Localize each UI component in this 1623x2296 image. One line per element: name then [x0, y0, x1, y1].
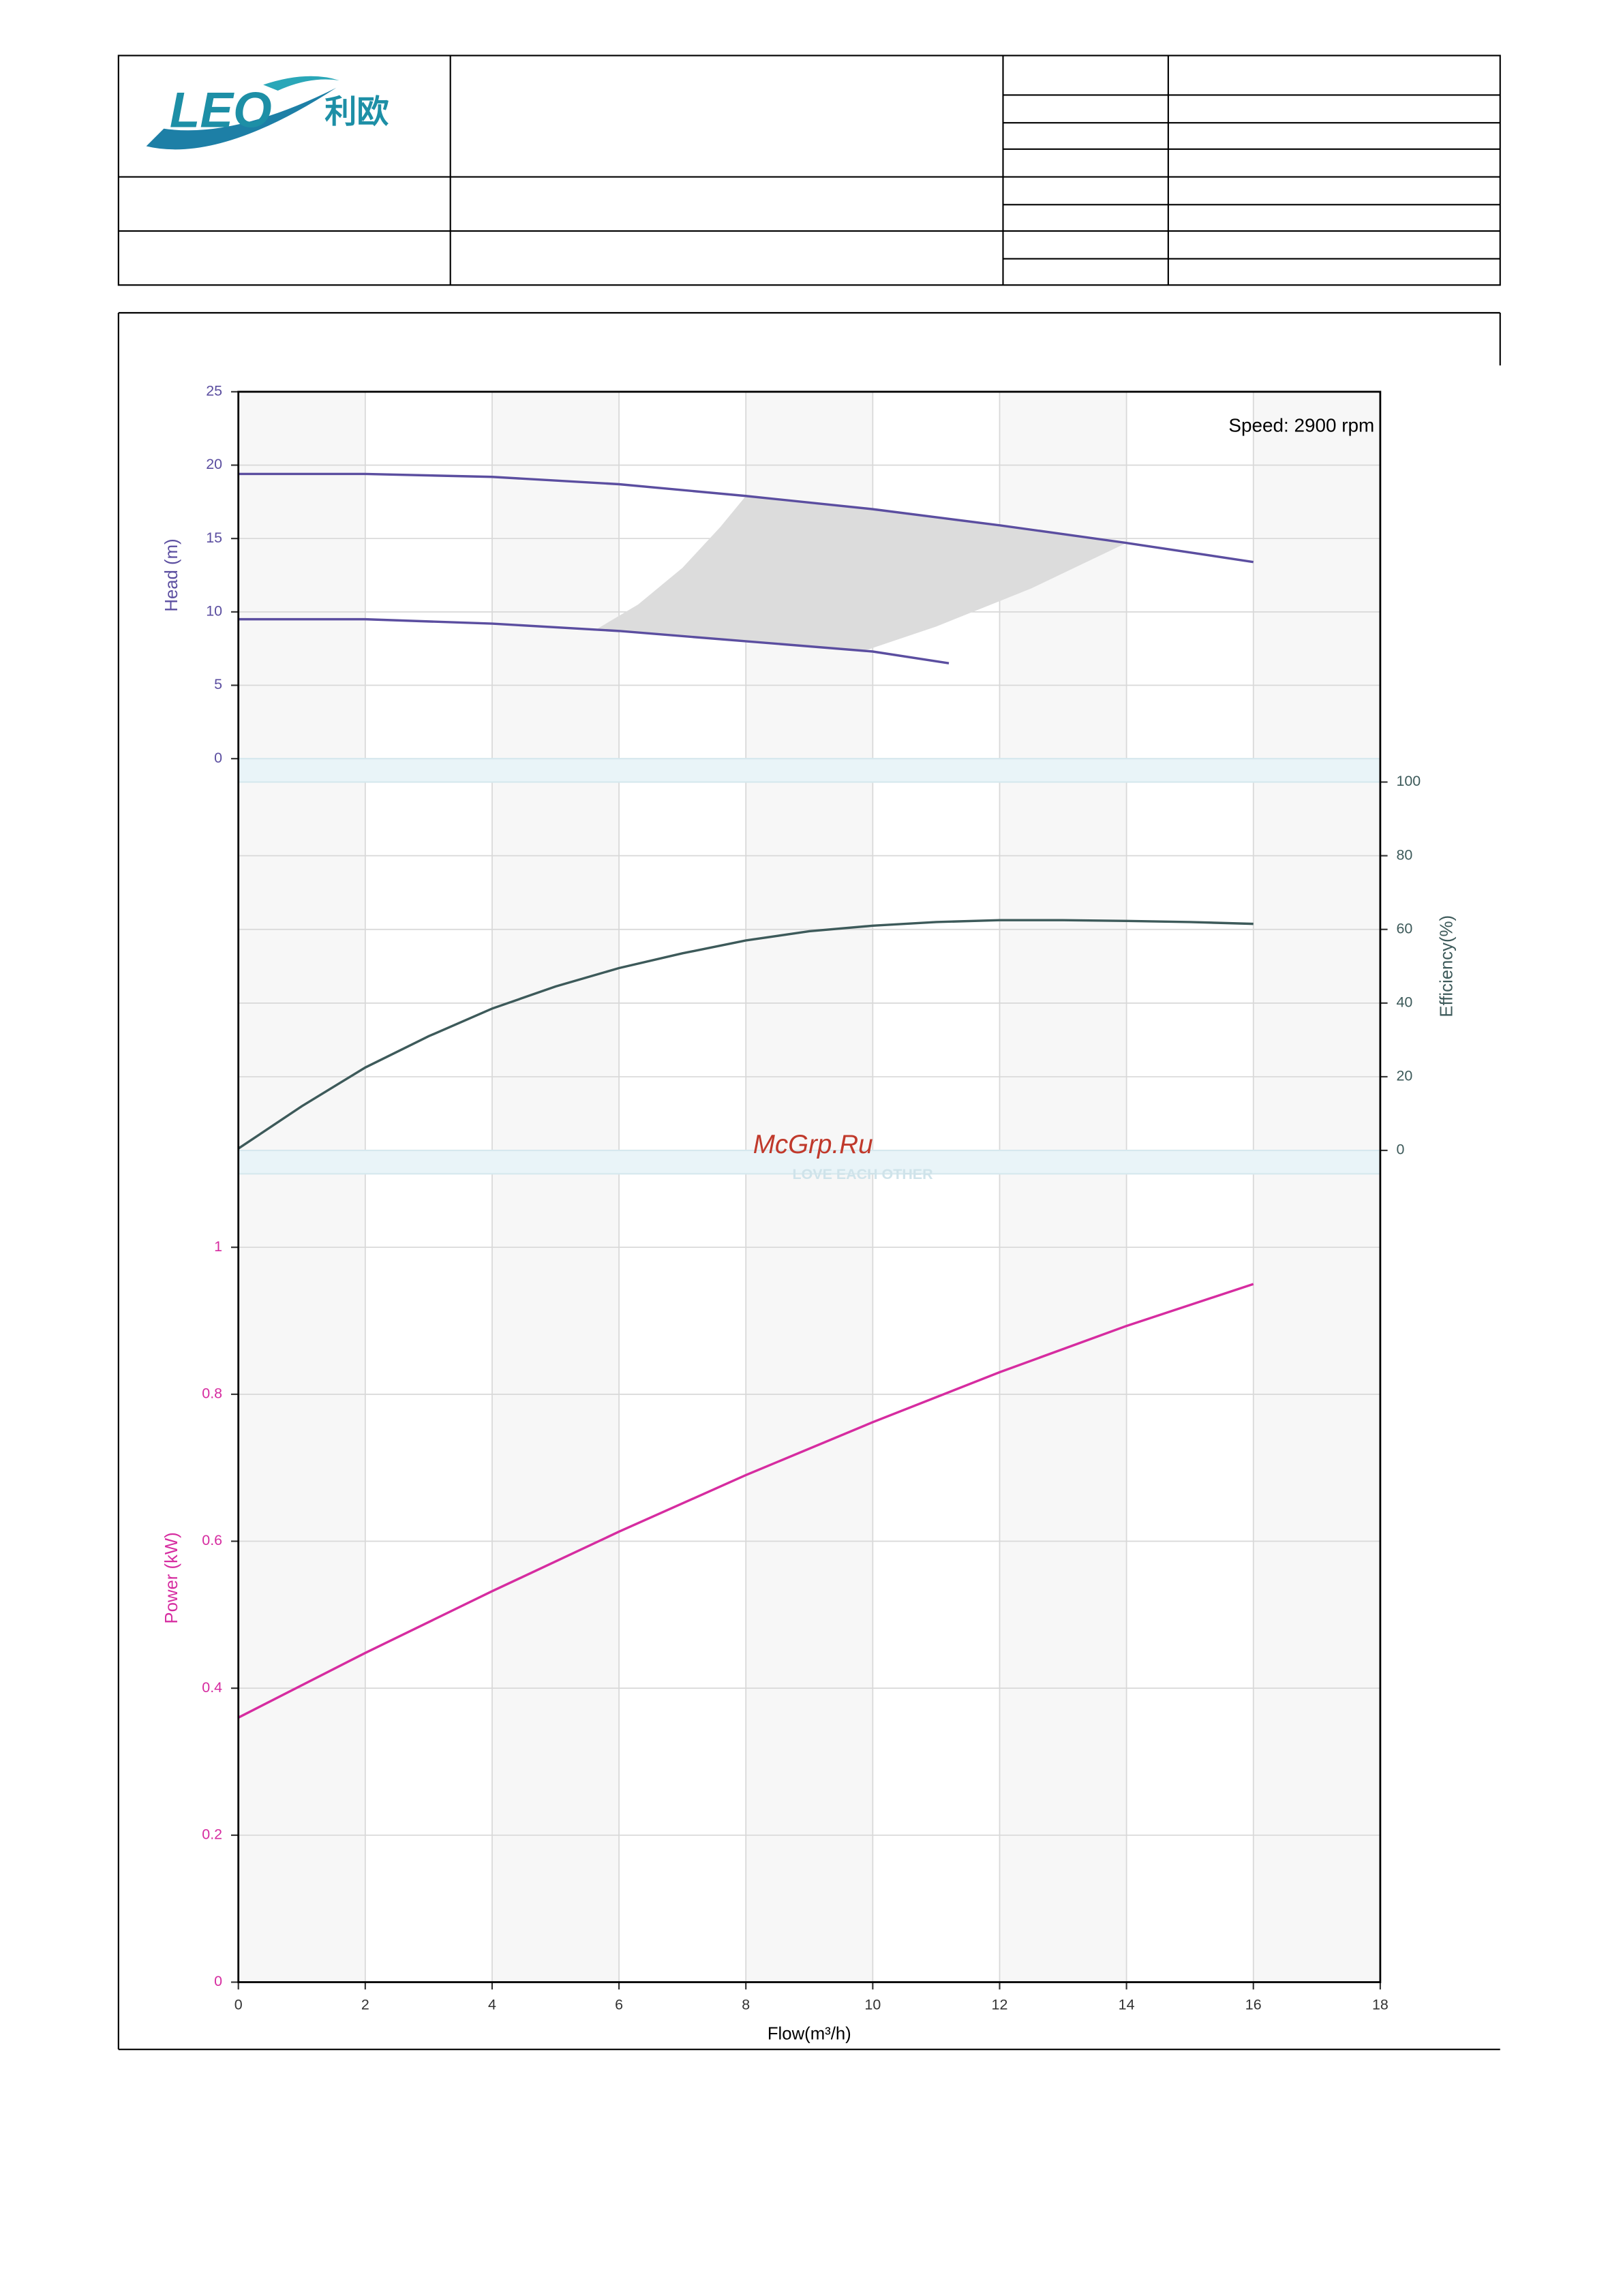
- stripe: [999, 1174, 1127, 1983]
- y-tick-label: 40: [1396, 994, 1412, 1010]
- y-tick-label: 20: [206, 456, 222, 472]
- y-tick-label: 60: [1396, 920, 1412, 936]
- logo-text: 利欧: [324, 93, 389, 129]
- y-tick-label: 0: [1396, 1142, 1404, 1158]
- y-tick-label: 0: [214, 750, 222, 766]
- curve: [238, 617, 950, 664]
- y-tick-label: 100: [1396, 773, 1421, 789]
- logo: LEO 利欧: [146, 76, 389, 150]
- stripe: [1253, 782, 1380, 1151]
- plot-frame: [237, 391, 1382, 1983]
- y-tick-label: 20: [1396, 1068, 1412, 1084]
- x-tick-label: 10: [864, 1996, 881, 2012]
- x-axis-label: Flow(m³/h): [768, 2025, 851, 2044]
- y-tick-label: 0: [214, 1973, 222, 1989]
- y-axis-label: Head (m): [162, 538, 181, 611]
- stripe: [491, 391, 620, 759]
- panel-gap: [237, 758, 1381, 783]
- y-tick-label: 1: [214, 1238, 222, 1255]
- header-table: [117, 55, 1501, 2051]
- logo-swoosh: [146, 87, 337, 150]
- y-tick-label: 10: [206, 603, 222, 619]
- watermark: McGrp.Ru: [753, 1130, 873, 1159]
- curve: [238, 472, 1254, 564]
- x-tick-label: 18: [1372, 1996, 1389, 2012]
- logo-text: LEO: [170, 83, 272, 138]
- x-tick-label: 8: [742, 1996, 750, 2012]
- curve: [237, 1283, 1254, 1719]
- stripe: [238, 782, 365, 1151]
- curve: [237, 919, 1254, 1150]
- y-tick-label: 0.8: [202, 1386, 222, 1402]
- y-tick-label: 25: [206, 382, 222, 399]
- stripe: [746, 1174, 873, 1983]
- x-tick-label: 16: [1245, 1996, 1262, 2012]
- stripe: [999, 782, 1127, 1151]
- logo-swoosh: [263, 76, 339, 91]
- x-tick-label: 6: [615, 1996, 623, 2012]
- y-tick-label: 0.4: [202, 1679, 222, 1696]
- y-tick-label: 5: [214, 676, 222, 692]
- stripe: [491, 1174, 620, 1983]
- panel-gap: [237, 1149, 1381, 1175]
- stripe: [746, 782, 873, 1151]
- x-tick-label: 14: [1119, 1996, 1135, 2012]
- y-axis-label: Efficiency(%): [1437, 915, 1456, 1017]
- annotation: Speed: 2900 rpm: [1228, 415, 1374, 436]
- watermark-sub: LOVE EACH OTHER: [793, 1166, 934, 1182]
- x-tick-label: 12: [992, 1996, 1008, 2012]
- x-tick-label: 2: [361, 1996, 369, 2012]
- header-frame: [117, 55, 1501, 286]
- stripe: [1253, 1174, 1380, 1983]
- stripe: [491, 782, 620, 1151]
- y-tick-label: 0.2: [202, 1826, 222, 1842]
- operating-region: [593, 495, 1127, 650]
- x-tick-label: 0: [234, 1996, 243, 2012]
- stripe: [238, 1174, 365, 1983]
- y-axis-label: Power (kW): [162, 1532, 181, 1623]
- stripe: [238, 391, 365, 759]
- y-tick-label: 15: [206, 530, 222, 546]
- y-tick-label: 80: [1396, 846, 1412, 863]
- stripe: [1253, 391, 1380, 759]
- y-tick-label: 0.6: [202, 1532, 222, 1548]
- x-tick-label: 4: [488, 1996, 496, 2012]
